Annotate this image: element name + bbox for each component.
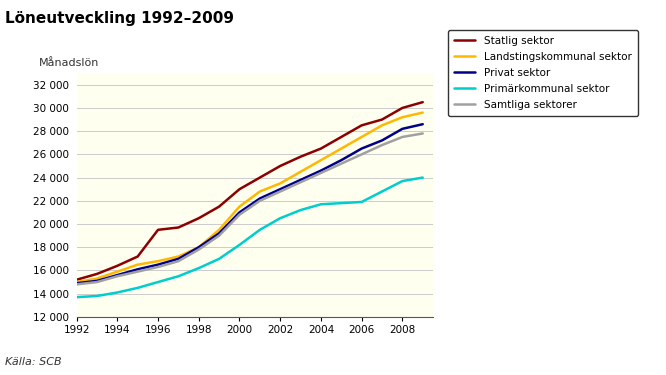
Landstingskommunal sektor: [215, 228, 223, 232]
Primärkommunal sektor: [317, 202, 325, 207]
Primärkommunal sektor: [73, 295, 81, 299]
Privat sektor: [134, 267, 142, 272]
Primärkommunal sektor: [276, 216, 284, 220]
Landstingskommunal sektor: [154, 259, 162, 263]
Samtliga sektorer: [134, 269, 142, 274]
Samtliga sektorer: [256, 198, 264, 203]
Primärkommunal sektor: [296, 208, 304, 212]
Statlig sektor: [337, 135, 345, 139]
Landstingskommunal sektor: [317, 158, 325, 162]
Landstingskommunal sektor: [256, 189, 264, 194]
Samtliga sektorer: [358, 152, 366, 157]
Line: Landstingskommunal sektor: Landstingskommunal sektor: [77, 112, 423, 282]
Statlig sektor: [358, 123, 366, 128]
Landstingskommunal sektor: [93, 276, 101, 281]
Samtliga sektorer: [296, 180, 304, 184]
Privat sektor: [194, 245, 202, 249]
Primärkommunal sektor: [194, 266, 202, 270]
Statlig sektor: [419, 100, 427, 104]
Statlig sektor: [93, 272, 101, 276]
Text: Månadslön: Månadslön: [39, 58, 99, 68]
Privat sektor: [317, 168, 325, 173]
Legend: Statlig sektor, Landstingskommunal sektor, Privat sektor, Primärkommunal sektor,: Statlig sektor, Landstingskommunal sekto…: [448, 30, 637, 116]
Samtliga sektorer: [317, 171, 325, 175]
Landstingskommunal sektor: [174, 254, 182, 259]
Primärkommunal sektor: [215, 256, 223, 261]
Samtliga sektorer: [337, 161, 345, 166]
Landstingskommunal sektor: [358, 135, 366, 139]
Line: Primärkommunal sektor: Primärkommunal sektor: [77, 178, 423, 297]
Statlig sektor: [174, 225, 182, 230]
Line: Samtliga sektorer: Samtliga sektorer: [77, 134, 423, 284]
Statlig sektor: [113, 264, 121, 268]
Privat sektor: [93, 279, 101, 283]
Privat sektor: [256, 196, 264, 201]
Statlig sektor: [398, 106, 406, 110]
Statlig sektor: [154, 228, 162, 232]
Primärkommunal sektor: [113, 290, 121, 295]
Text: Löneutveckling 1992–2009: Löneutveckling 1992–2009: [5, 11, 234, 26]
Statlig sektor: [215, 204, 223, 209]
Privat sektor: [215, 231, 223, 236]
Samtliga sektorer: [194, 247, 202, 252]
Landstingskommunal sektor: [194, 245, 202, 249]
Samtliga sektorer: [378, 143, 386, 147]
Primärkommunal sektor: [398, 179, 406, 183]
Samtliga sektorer: [276, 189, 284, 194]
Samtliga sektorer: [154, 265, 162, 269]
Primärkommunal sektor: [134, 286, 142, 290]
Privat sektor: [337, 158, 345, 162]
Primärkommunal sektor: [174, 274, 182, 279]
Landstingskommunal sektor: [398, 115, 406, 120]
Landstingskommunal sektor: [337, 146, 345, 151]
Samtliga sektorer: [73, 282, 81, 286]
Privat sektor: [174, 256, 182, 261]
Samtliga sektorer: [93, 280, 101, 284]
Primärkommunal sektor: [378, 189, 386, 194]
Primärkommunal sektor: [154, 280, 162, 284]
Privat sektor: [378, 138, 386, 143]
Primärkommunal sektor: [419, 176, 427, 180]
Landstingskommunal sektor: [134, 262, 142, 267]
Statlig sektor: [317, 146, 325, 151]
Statlig sektor: [134, 254, 142, 259]
Samtliga sektorer: [174, 259, 182, 263]
Landstingskommunal sektor: [236, 204, 244, 209]
Landstingskommunal sektor: [113, 269, 121, 274]
Privat sektor: [113, 273, 121, 278]
Privat sektor: [296, 178, 304, 182]
Privat sektor: [73, 281, 81, 285]
Statlig sektor: [236, 187, 244, 192]
Primärkommunal sektor: [236, 243, 244, 247]
Privat sektor: [276, 187, 284, 192]
Primärkommunal sektor: [337, 201, 345, 206]
Landstingskommunal sektor: [419, 110, 427, 115]
Landstingskommunal sektor: [276, 181, 284, 186]
Statlig sektor: [276, 164, 284, 168]
Landstingskommunal sektor: [378, 123, 386, 128]
Line: Statlig sektor: Statlig sektor: [77, 102, 423, 280]
Statlig sektor: [296, 154, 304, 159]
Samtliga sektorer: [113, 274, 121, 279]
Statlig sektor: [378, 117, 386, 122]
Statlig sektor: [194, 216, 202, 220]
Primärkommunal sektor: [256, 228, 264, 232]
Line: Privat sektor: Privat sektor: [77, 124, 423, 283]
Primärkommunal sektor: [358, 200, 366, 204]
Landstingskommunal sektor: [73, 280, 81, 284]
Samtliga sektorer: [215, 233, 223, 238]
Statlig sektor: [73, 278, 81, 282]
Samtliga sektorer: [398, 135, 406, 139]
Samtliga sektorer: [419, 131, 427, 136]
Landstingskommunal sektor: [296, 170, 304, 174]
Statlig sektor: [256, 176, 264, 180]
Privat sektor: [358, 146, 366, 151]
Primärkommunal sektor: [93, 294, 101, 298]
Privat sektor: [236, 210, 244, 214]
Text: Källa: SCB: Källa: SCB: [5, 357, 62, 367]
Privat sektor: [398, 127, 406, 131]
Privat sektor: [154, 262, 162, 267]
Privat sektor: [419, 122, 427, 126]
Samtliga sektorer: [236, 213, 244, 217]
